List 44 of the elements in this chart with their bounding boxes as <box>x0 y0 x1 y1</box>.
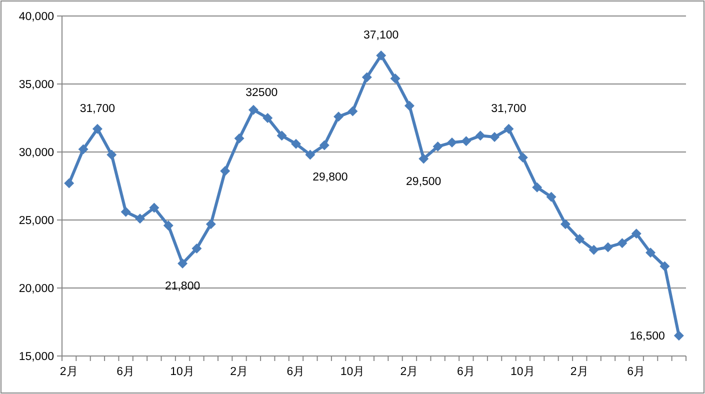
point <box>78 144 88 154</box>
point <box>432 142 443 152</box>
point <box>532 182 542 192</box>
point <box>319 140 330 150</box>
point <box>660 261 670 272</box>
point <box>163 220 174 230</box>
point <box>348 106 358 116</box>
point <box>475 130 486 141</box>
point <box>646 248 656 258</box>
point <box>220 166 230 176</box>
point <box>588 244 599 255</box>
point <box>603 242 613 252</box>
point <box>192 244 202 254</box>
point <box>206 219 216 230</box>
point <box>560 219 570 230</box>
point <box>149 202 160 213</box>
point <box>447 137 457 148</box>
point <box>404 100 414 111</box>
point <box>92 124 102 134</box>
point <box>546 192 556 202</box>
point <box>390 74 400 84</box>
point <box>64 178 74 188</box>
point <box>276 130 287 141</box>
point <box>631 228 642 239</box>
point <box>518 152 528 162</box>
point <box>334 112 344 122</box>
point <box>490 132 500 142</box>
point <box>234 133 244 144</box>
point <box>574 234 585 244</box>
point <box>248 104 258 115</box>
point <box>461 136 472 146</box>
point <box>305 150 316 160</box>
point <box>291 138 301 149</box>
point <box>106 150 117 160</box>
point <box>120 206 131 217</box>
point <box>135 214 145 224</box>
point <box>178 258 188 269</box>
point <box>674 330 684 341</box>
point <box>362 72 372 82</box>
point <box>504 124 514 134</box>
point <box>376 50 386 60</box>
point <box>262 113 273 123</box>
point <box>617 238 628 248</box>
point <box>418 154 429 164</box>
